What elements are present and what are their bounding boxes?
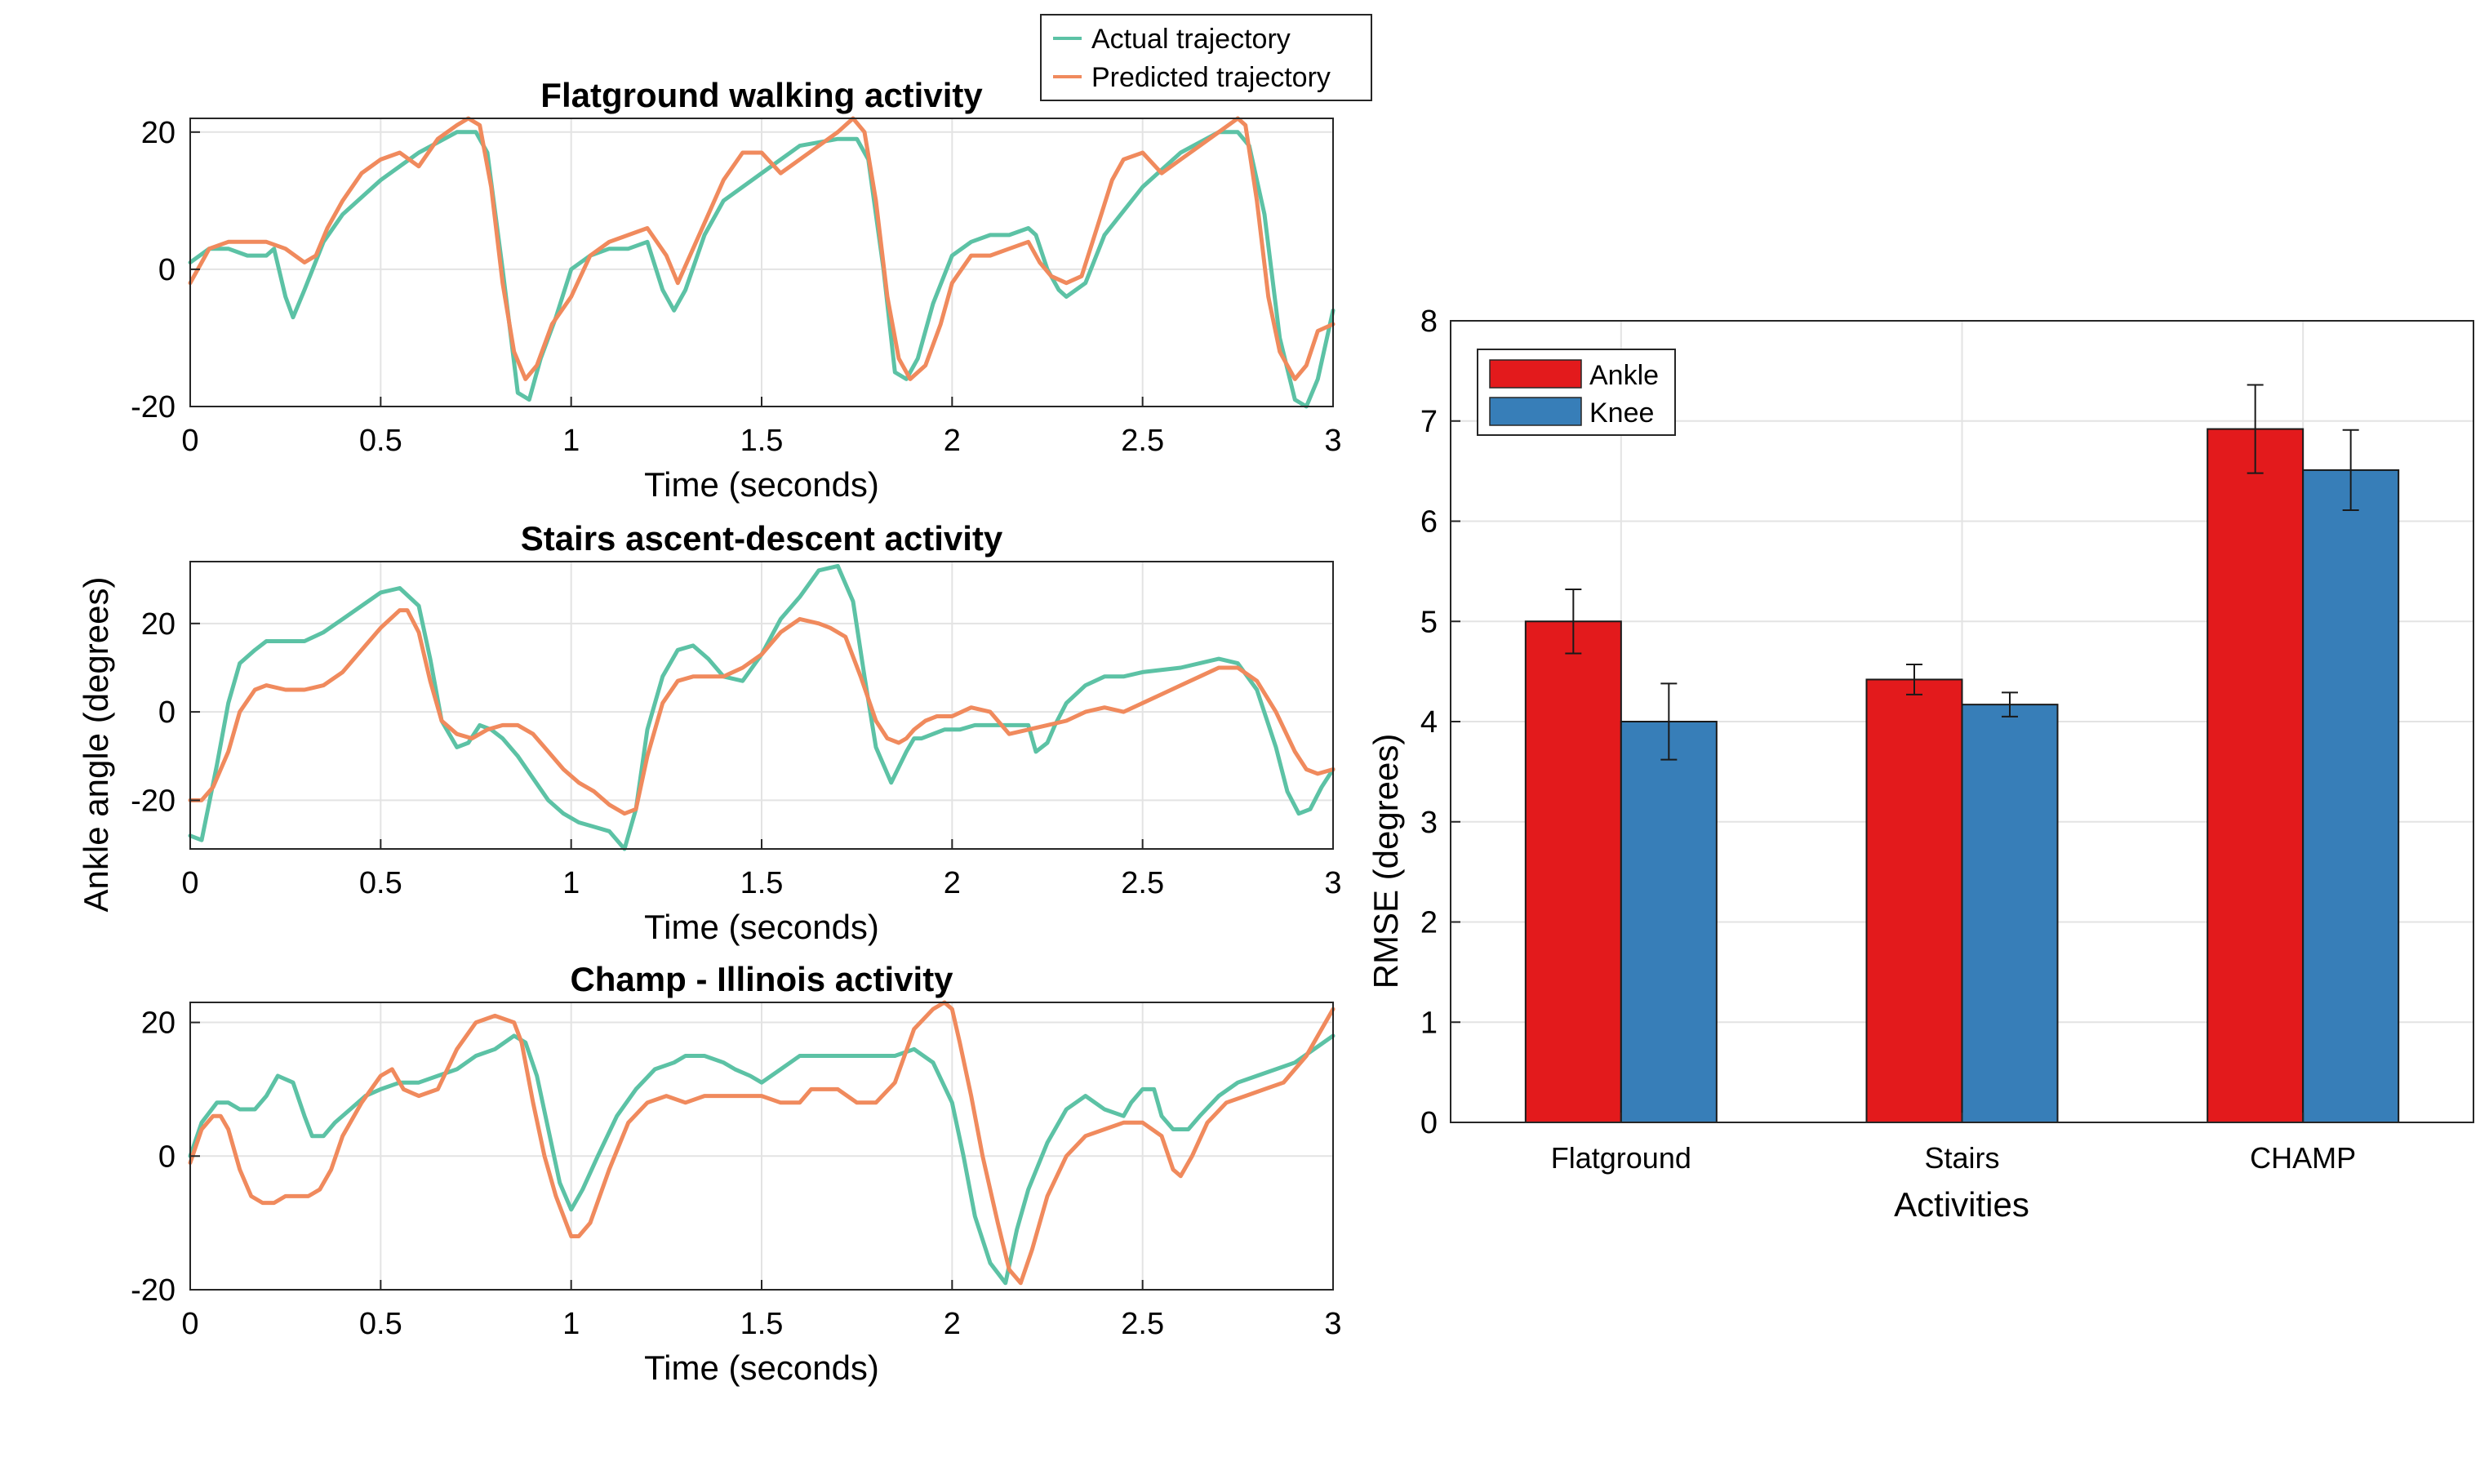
rmse-bar-ankle [2207,428,2304,1123]
champ-x-tick-label: 0.5 [359,1307,402,1341]
champ-actual-line [188,1033,1336,1286]
flatground-y-tick-label: 20 [141,116,176,150]
stairs-actual-line [188,563,1336,851]
legend-predicted-label: Predicted trajectory [1091,62,1331,93]
rmse-error-bars [1565,384,2359,761]
champ-x-tick-label: 3 [1324,1307,1341,1341]
flatground-x-tick-label: 2.5 [1121,424,1164,458]
line-legend-box [1040,14,1372,101]
rmse-y-tick-label: 3 [1420,806,1438,840]
rmse-y-tick-label: 2 [1420,906,1438,940]
stairs-x-tick-label: 1.5 [740,866,784,900]
rmse-bar-ankle [1524,620,1622,1123]
flatground-x-tick-label: 0.5 [359,424,402,458]
stairs-x-tick-label: 3 [1324,866,1341,900]
rmse-y-tick-label: 5 [1420,605,1438,639]
rmse-y-tick-label: 8 [1420,304,1438,339]
champ-y-tick-label: 20 [141,1006,176,1041]
legend-ankle-label: Ankle [1589,360,1659,391]
rmse-y-axis-label: RMSE (degrees) [1367,734,1405,989]
flatground-x-tick-label: 0 [181,424,198,458]
rmse-legend: Ankle Knee [1477,349,1676,436]
legend-actual-label: Actual trajectory [1091,24,1291,55]
flatground-chart-title: Flatground walking activity [540,76,983,114]
stairs-x-axis-label: Time (seconds) [644,908,879,946]
flatground-x-tick-label: 3 [1324,424,1341,458]
flatground-y-tick-label: -20 [131,390,176,424]
legend-ankle-swatch [1489,359,1582,389]
legend-knee-swatch [1489,397,1582,426]
stairs-x-tick-label: 0 [181,866,198,900]
rmse-ticks: 0 1 2 3 4 5 6 7 8 Flatground Stairs CHAMP [1420,304,2356,1175]
flatground-x-axis-label: Time (seconds) [644,465,879,504]
rmse-bar-knee [2302,469,2400,1123]
rmse-y-tick-label: 0 [1420,1106,1438,1140]
flatground-x-tick-label: 1.5 [740,424,784,458]
flatground-x-tick-label: 1 [562,424,580,458]
stairs-x-tick-label: 0.5 [359,866,402,900]
champ-x-axis-label: Time (seconds) [644,1348,879,1387]
rmse-bar-knee [1961,704,2059,1123]
champ-x-tick-label: 2 [944,1307,961,1341]
champ-x-tick-label: 1.5 [740,1307,784,1341]
stairs-predicted-line [188,608,1336,816]
champ-x-tick-label: 1 [562,1307,580,1341]
stairs-grid [189,562,1334,849]
rmse-x-axis-label: Activities [1894,1185,2029,1224]
stairs-x-tick-label: 1 [562,866,580,900]
flatground-predicted-line [188,116,1336,381]
rmse-y-tick-label: 6 [1420,505,1438,540]
stairs-y-tick-label: 0 [158,695,176,730]
stairs-line-chart: 0 0.5 1 1.5 2 2.5 3 -20 0 20 Stairs ascent-descen… [131,519,1341,946]
stairs-chart-title: Stairs ascent-descent activity [521,519,1003,558]
champ-x-tick-label: 0 [181,1307,198,1341]
flatground-series [188,116,1336,409]
champ-y-tick-label: 0 [158,1140,176,1174]
stairs-y-tick-label: -20 [131,784,176,818]
flatground-actual-line [188,130,1336,409]
rmse-bar-knee [1620,721,1718,1123]
stairs-x-tick-label: 2.5 [1121,866,1164,900]
stairs-y-tick-label: 20 [141,607,176,642]
legend-knee-label: Knee [1589,398,1654,429]
rmse-category-label: Flatground [1551,1141,1691,1175]
shared-y-axis-label: Ankle angle (degrees) [77,577,115,913]
champ-series [188,1000,1336,1286]
champ-y-tick-label: -20 [131,1273,176,1308]
line-legend: Actual trajectory Predicted trajectory [1040,14,1372,101]
stairs-ticks: 0 0.5 1 1.5 2 2.5 3 -20 0 20 [131,607,1341,900]
stairs-series [188,563,1336,851]
rmse-bar-ankle [1865,678,1963,1123]
champ-x-tick-label: 2.5 [1121,1307,1164,1341]
rmse-category-label: Stairs [1924,1141,1999,1175]
rmse-y-tick-label: 7 [1420,405,1438,439]
rmse-bar-chart: 0 1 2 3 4 5 6 7 8 Flatground Stairs CHAMP RMSE (deg… [1367,304,2474,1224]
rmse-y-tick-label: 4 [1420,705,1438,740]
flatground-y-tick-label: 0 [158,253,176,287]
stairs-x-tick-label: 2 [944,866,961,900]
champ-predicted-line [188,1000,1336,1286]
flatground-x-tick-label: 2 [944,424,961,458]
rmse-y-tick-label: 1 [1420,1006,1438,1040]
rmse-category-label: CHAMP [2250,1141,2356,1175]
champ-chart-title: Champ - Illinois activity [570,960,953,998]
